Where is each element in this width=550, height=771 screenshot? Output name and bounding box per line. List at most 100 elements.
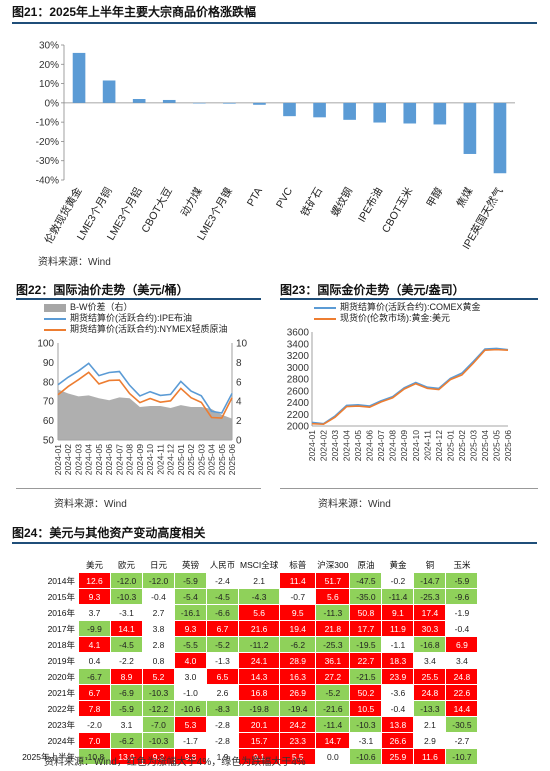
fig21-title-rule bbox=[12, 22, 537, 24]
fig22-x-tick-label: 2024-11 bbox=[155, 444, 165, 475]
table-row: 2023年 -2.0 3.1 -7.0 5.3 -2.8 20.1 24.2 -11.4 -10.… bbox=[14, 716, 479, 733]
table-column-header: MSCI全球 bbox=[237, 556, 281, 573]
table-cell: -11.4 bbox=[381, 588, 415, 605]
fig22-x-tick-label: 2024-10 bbox=[145, 444, 155, 475]
table-row-label: 2015年 bbox=[14, 588, 79, 605]
table-cell: 22.7 bbox=[349, 652, 383, 669]
fig21-y-tick-label: 10% bbox=[39, 79, 59, 90]
table-cell: -12.0 bbox=[110, 572, 143, 589]
table-cell: -10.3 bbox=[110, 588, 143, 605]
fig23-legend-item-comex: 期货结算价(活跃合约):COMEX黄金 bbox=[314, 302, 481, 313]
fig22-legend: B-W价差（右） 期货结算价(活跃合约):IPE布油 期货结算价(活跃合约):N… bbox=[44, 302, 228, 335]
table-row: 2017年 -9.9 14.1 3.8 9.3 6.7 21.6 19.4 21.8 17.7 11… bbox=[14, 620, 479, 637]
fig23-title-rule bbox=[280, 298, 538, 300]
fig21-bar bbox=[72, 52, 86, 103]
table-column-header: 沪深300 bbox=[315, 556, 351, 573]
table-cell: 9.3 bbox=[174, 620, 207, 637]
fig21-y-tick-label: -30% bbox=[36, 156, 59, 167]
fig21-x-tick-label: 焦煤 bbox=[454, 185, 476, 210]
fig22-right-tick-label: 2 bbox=[236, 416, 242, 427]
table-cell: -0.2 bbox=[381, 572, 415, 589]
fig21-y-tick-label: 30% bbox=[39, 41, 59, 52]
table-cell: 36.1 bbox=[315, 652, 351, 669]
table-cell: 16.3 bbox=[279, 668, 317, 685]
fig23-x-tick-label: 2025-05 bbox=[491, 430, 501, 461]
fig23-legend-label-comex: 期货结算价(活跃合约):COMEX黄金 bbox=[340, 302, 481, 312]
table-cell: 6.9 bbox=[445, 636, 479, 653]
fig23-bottom-rule bbox=[280, 488, 538, 489]
table-row-label: 2016年 bbox=[14, 604, 79, 621]
fig23-y-tick-label: 3200 bbox=[287, 351, 310, 362]
table-cell: 3.4 bbox=[445, 652, 479, 669]
table-cell: 2.8 bbox=[142, 636, 175, 653]
table-cell: 12.6 bbox=[78, 572, 111, 589]
fig22-left-tick-label: 100 bbox=[37, 339, 54, 350]
fig21-bar bbox=[313, 102, 326, 118]
table-row-label: 2024年 bbox=[14, 732, 79, 749]
table-cell: -25.3 bbox=[413, 588, 447, 605]
fig21-y-tick-label: 20% bbox=[39, 60, 59, 71]
table-cell: 16.8 bbox=[237, 684, 281, 701]
table-cell: 6.7 bbox=[78, 684, 111, 701]
table-cell: 30.3 bbox=[413, 620, 447, 637]
table-cell: 24.1 bbox=[237, 652, 281, 669]
fig21-x-tick-label: 甲醇 bbox=[424, 185, 446, 210]
table-cell: -12.2 bbox=[142, 700, 175, 717]
table-cell: -47.5 bbox=[349, 572, 383, 589]
fig22-x-tick-label: 2025-02 bbox=[186, 444, 196, 475]
table-cell: 5.2 bbox=[142, 668, 175, 685]
fig22-x-tick-label: 2025-06 bbox=[227, 444, 237, 475]
table-cell: 14.3 bbox=[237, 668, 281, 685]
table-cell: -4.5 bbox=[110, 636, 143, 653]
table-cell: 24.2 bbox=[279, 716, 317, 733]
table-cell: -11.3 bbox=[315, 604, 351, 621]
table-cell: -5.9 bbox=[445, 572, 479, 589]
table-cell: -10.3 bbox=[349, 716, 383, 733]
table-cell: -4.3 bbox=[237, 588, 281, 605]
table-cell: -2.4 bbox=[206, 572, 239, 589]
fig21-bar bbox=[132, 99, 146, 103]
table-column-header: 原油 bbox=[349, 556, 383, 573]
table-cell: 13.9 bbox=[110, 748, 143, 765]
fig21-bar bbox=[102, 80, 116, 103]
fig21-x-tick-label: PTA bbox=[245, 186, 265, 209]
fig23-y-tick-label: 2200 bbox=[287, 410, 310, 421]
table-cell: -11.4 bbox=[315, 716, 351, 733]
fig24-title-rule bbox=[12, 542, 537, 544]
fig21-x-tick-label: 动力煤 bbox=[178, 185, 205, 219]
table-cell: -5.2 bbox=[206, 636, 239, 653]
fig22-x-tick-label: 2025-04 bbox=[207, 444, 217, 475]
fig22-bottom-rule bbox=[16, 488, 261, 489]
table-row-label: 2025年上半年 bbox=[14, 748, 79, 765]
fig22-x-tick-label: 2024-05 bbox=[94, 444, 104, 475]
fig21-bar bbox=[192, 102, 206, 104]
table-cell: 2.9 bbox=[413, 732, 447, 749]
fig23-y-tick-label: 2400 bbox=[287, 398, 310, 409]
fig22-legend-item-spread: B-W价差（右） bbox=[44, 302, 228, 313]
table-cell: -6.9 bbox=[110, 684, 143, 701]
table-cell: 1.9 bbox=[206, 748, 239, 765]
table-cell: 2.6 bbox=[206, 684, 239, 701]
fig24-heatmap-table: 美元 欧元 日元 英镑 人民币 MSCI全球 标普 沪深300 原油 黄金铜玉米 2014年 12.6… bbox=[14, 556, 479, 765]
fig23-x-tick-label: 2024-04 bbox=[342, 430, 352, 461]
table-cell: -10.6 bbox=[349, 748, 383, 765]
fig23-x-tick-label: 2024-11 bbox=[422, 430, 432, 461]
table-cell: 4.1 bbox=[78, 636, 111, 653]
table-cell: -1.7 bbox=[174, 732, 207, 749]
fig21-bar bbox=[493, 102, 507, 174]
table-cell: 14.7 bbox=[315, 732, 351, 749]
table-cell: 5.3 bbox=[174, 716, 207, 733]
table-column-header: 美元 bbox=[78, 556, 111, 573]
table-cell: 5.6 bbox=[237, 604, 281, 621]
table-cell: -10.6 bbox=[174, 700, 207, 717]
fig21-y-tick-label: 0% bbox=[45, 98, 60, 109]
fig21-bar bbox=[433, 102, 447, 125]
table-cell: 11.9 bbox=[381, 620, 415, 637]
fig21-x-tick-label: IPE布油 bbox=[355, 185, 385, 224]
table-cell: -6.6 bbox=[206, 604, 239, 621]
fig23-x-tick-label: 2025-02 bbox=[457, 430, 467, 461]
fig23-x-tick-label: 2025-06 bbox=[503, 430, 513, 461]
fig22-title: 图22：国际油价走势（美元/桶） bbox=[16, 283, 189, 297]
table-row-label: 2021年 bbox=[14, 684, 79, 701]
